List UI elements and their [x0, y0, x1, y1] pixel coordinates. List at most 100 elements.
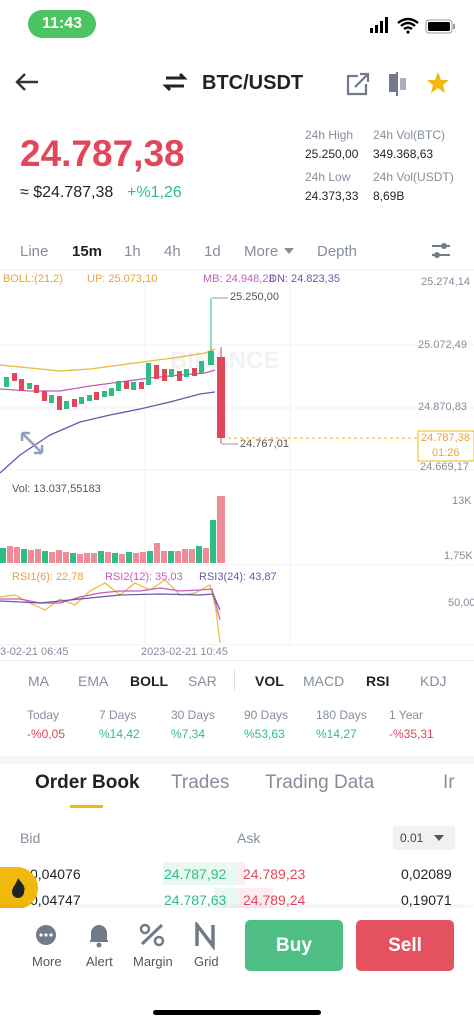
ask-depth: [237, 888, 273, 911]
rsi1: RSI1(6): 22,78: [12, 571, 84, 583]
countdown: 01:26: [432, 447, 460, 459]
chart-settings[interactable]: [430, 241, 452, 261]
time-label: 2023-02-21 10:45: [141, 646, 228, 658]
volume-label: Vol: 13.037,55183: [12, 483, 101, 495]
ask-price: 24.789,24: [243, 892, 306, 908]
tab[interactable]: Line: [20, 243, 49, 260]
ask-depth: [237, 862, 245, 885]
perf-value: %14,42: [99, 727, 140, 741]
perf-label: Today: [27, 708, 60, 722]
nav-icons: [36, 922, 215, 950]
current-price: 24.787,38: [421, 432, 470, 444]
perf-value: %14,27: [316, 727, 357, 741]
tab[interactable]: More: [244, 243, 279, 260]
nav-label[interactable]: Grid: [194, 954, 219, 969]
favorite[interactable]: [427, 72, 449, 93]
stat-label: 24h Vol(USDT): [373, 170, 454, 184]
stat-value: 8,69B: [373, 189, 405, 203]
indicator[interactable]: MACD: [303, 673, 345, 689]
ask-price: 24.789,23: [243, 866, 306, 882]
bid-depth: [163, 862, 237, 885]
perf-label: 180 Days: [316, 708, 367, 722]
rsi-axis: 50,00: [448, 597, 474, 609]
book-tab[interactable]: Order Book: [35, 772, 140, 793]
pair: BTC/USDT: [202, 72, 304, 94]
bid-header: Bid: [20, 830, 41, 846]
book-tab[interactable]: Trading Data: [265, 772, 375, 793]
status-time: 11:43: [41, 15, 83, 32]
perf-value: %7,34: [171, 727, 206, 741]
indicator[interactable]: BOLL: [130, 673, 169, 689]
stat-label: 24h Vol(BTC): [373, 128, 446, 142]
bid-price: 24.787,63: [164, 892, 227, 908]
perf-value: -%35,31: [389, 727, 434, 741]
ask-header: Ask: [237, 830, 261, 846]
bid-amount: 0,04076: [30, 866, 81, 882]
bid-amount: 0,04747: [30, 892, 81, 908]
nav-label[interactable]: More: [32, 954, 62, 969]
indicator[interactable]: RSI: [366, 673, 390, 689]
boll-dn: DN: 24.823,35: [269, 273, 340, 285]
stat-label: 24h Low: [305, 170, 351, 184]
book-tab[interactable]: Ir: [443, 772, 455, 793]
time-label: 3-02-21 06:45: [0, 646, 69, 658]
stat-value: 24.373,33: [305, 189, 359, 203]
home-indicator: [153, 1010, 321, 1015]
price-axis-label: 25.072,49: [418, 339, 467, 351]
share[interactable]: [346, 72, 370, 96]
back[interactable]: [15, 73, 38, 91]
stat-value: 349.368,63: [373, 147, 434, 161]
perf-label: 7 Days: [99, 708, 137, 722]
precision-select[interactable]: [393, 826, 455, 850]
indicator[interactable]: MA: [28, 673, 49, 689]
buy-button[interactable]: Buy: [245, 920, 343, 971]
perf-label: 1 Year: [389, 708, 424, 722]
tab[interactable]: 4h: [164, 243, 181, 260]
tab[interactable]: Depth: [317, 243, 358, 260]
boll-up: UP: 25.073,10: [87, 273, 158, 285]
perf-value: %53,63: [244, 727, 285, 741]
divider: [0, 660, 474, 661]
rsi3: RSI3(24): 43,87: [199, 571, 277, 583]
price-axis-label: 24.870,83: [418, 401, 467, 413]
bid-price: 24.787,92: [164, 866, 227, 882]
indicator[interactable]: KDJ: [420, 673, 447, 689]
fiat-price: ≈ $24.787,38: [20, 184, 114, 201]
precision: 0.01: [400, 831, 424, 845]
low-marker: 24.767,01: [240, 438, 289, 450]
price-axis-label: 25.274,14: [421, 276, 470, 288]
indicator[interactable]: SAR: [188, 673, 217, 689]
change: +%1,26: [127, 184, 182, 201]
tab[interactable]: 1d: [204, 243, 221, 260]
tab[interactable]: 1h: [124, 243, 141, 260]
rsi2: RSI2(12): 35,03: [105, 571, 183, 583]
indicator[interactable]: EMA: [78, 673, 109, 689]
book-tab[interactable]: Trades: [171, 772, 230, 793]
last-price: 24.787,38: [20, 133, 185, 174]
section-gap: [0, 756, 474, 764]
header-icons: [15, 72, 449, 96]
volume-axis: 13K: [452, 495, 472, 507]
nav-label[interactable]: Margin: [133, 954, 173, 969]
ask-amount: 0,02089: [401, 866, 452, 882]
sell-button[interactable]: Sell: [356, 920, 454, 971]
tab[interactable]: 15m: [72, 243, 103, 260]
compare[interactable]: [389, 72, 406, 96]
separator: [234, 670, 235, 690]
perf-label: 30 Days: [171, 708, 216, 722]
fire-button[interactable]: [0, 867, 38, 909]
stat-value: 25.250,00: [305, 147, 359, 161]
stat-label: 24h High: [305, 128, 354, 142]
boll-name: BOLL:(21,2): [3, 273, 63, 285]
status-icons: [370, 17, 455, 34]
high-marker: 25.250,00: [230, 291, 279, 303]
dropdown-arrow: [284, 248, 294, 254]
nav-label[interactable]: Alert: [86, 954, 113, 969]
volume-axis: 1,75K: [444, 550, 473, 562]
time-pill: [28, 10, 96, 38]
ask-amount: 0,19071: [401, 892, 452, 908]
tab-underline: [70, 805, 103, 808]
boll-mb: MB: 24.948,23: [203, 273, 275, 285]
indicator[interactable]: VOL: [255, 673, 284, 689]
